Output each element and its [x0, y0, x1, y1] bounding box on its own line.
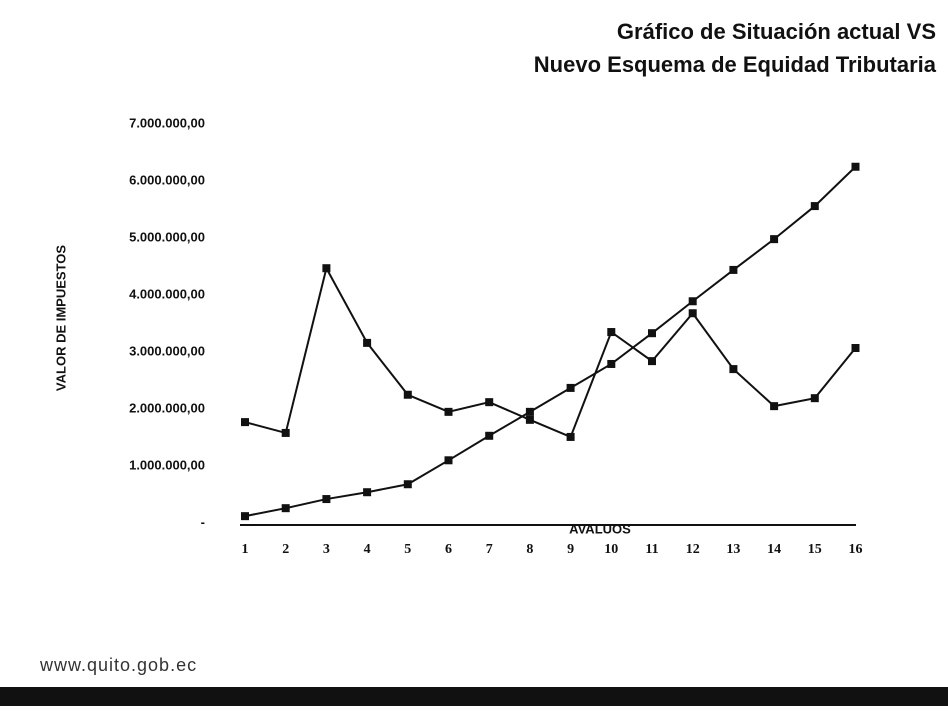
x-tick-label: 9 [567, 542, 574, 557]
x-tick-label: 8 [526, 542, 533, 557]
point-marker [281, 504, 290, 513]
point-marker [648, 329, 656, 338]
x-tick-label: 6 [445, 542, 452, 557]
x-tick-label: 10 [604, 542, 618, 557]
x-tick-label: 13 [726, 542, 740, 557]
x-tick-label: 3 [323, 542, 330, 557]
series-line [244, 265, 857, 439]
x-tick-label: 4 [364, 542, 371, 557]
point-marker [566, 383, 575, 392]
point-marker [485, 398, 494, 407]
footer: www.quito.gob.ec [39, 655, 197, 675]
point-marker [648, 357, 656, 366]
point-marker [444, 407, 453, 416]
point-marker [444, 456, 453, 465]
chart-title: Gráfico de Situación actual VS [617, 19, 936, 44]
point-marker [322, 495, 331, 504]
point-marker [363, 338, 372, 347]
point-marker [688, 297, 697, 306]
point-marker [525, 407, 534, 416]
point-marker [729, 265, 738, 274]
x-tick-label: 7 [486, 542, 493, 557]
point-marker [810, 202, 819, 211]
y-tick-label: 6.000.000,00 [129, 172, 205, 187]
x-tick-label: 12 [686, 542, 700, 557]
point-marker [322, 264, 331, 273]
point-marker [851, 162, 860, 171]
point-marker [363, 488, 372, 497]
point-marker [688, 309, 697, 318]
point-marker [810, 394, 819, 403]
x-tick-label: 1 [242, 542, 249, 557]
y-axis-label: VALOR DE IMPUESTOS [53, 245, 68, 391]
point-marker [525, 415, 534, 424]
x-axis-label: AVALUOS [569, 521, 631, 536]
x-tick-label: 5 [404, 542, 411, 557]
y-tick-label: 5.000.000,00 [129, 229, 205, 244]
x-tick-label: 2 [282, 542, 289, 557]
point-marker [729, 365, 738, 374]
point-marker [770, 235, 779, 244]
point-marker [403, 480, 412, 489]
point-marker [770, 402, 779, 411]
point-marker [241, 418, 249, 427]
point-marker [607, 359, 616, 368]
point-marker [241, 512, 249, 521]
point-marker [281, 428, 290, 437]
series-line [244, 166, 857, 518]
y-tick-label: 2.000.000,00 [129, 400, 205, 415]
point-marker [403, 390, 412, 399]
x-tick-label: 11 [645, 542, 658, 557]
x-tick-label: 14 [767, 542, 781, 557]
footer-bar [0, 687, 948, 706]
x-tick-label: 15 [808, 542, 822, 557]
point-marker [485, 431, 494, 440]
point-marker [851, 344, 860, 353]
point-marker [607, 328, 616, 337]
x-tick-label: 16 [849, 542, 863, 557]
y-tick-label: - [201, 514, 205, 529]
y-tick-label: 3.000.000,00 [129, 343, 205, 358]
point-marker [566, 432, 575, 441]
chart-title: Nuevo Esquema de Equidad Tributaria [534, 52, 937, 77]
y-tick-label: 4.000.000,00 [129, 286, 205, 301]
y-tick-label: 7.000.000,00 [129, 115, 205, 130]
y-tick-label: 1.000.000,00 [129, 457, 205, 472]
